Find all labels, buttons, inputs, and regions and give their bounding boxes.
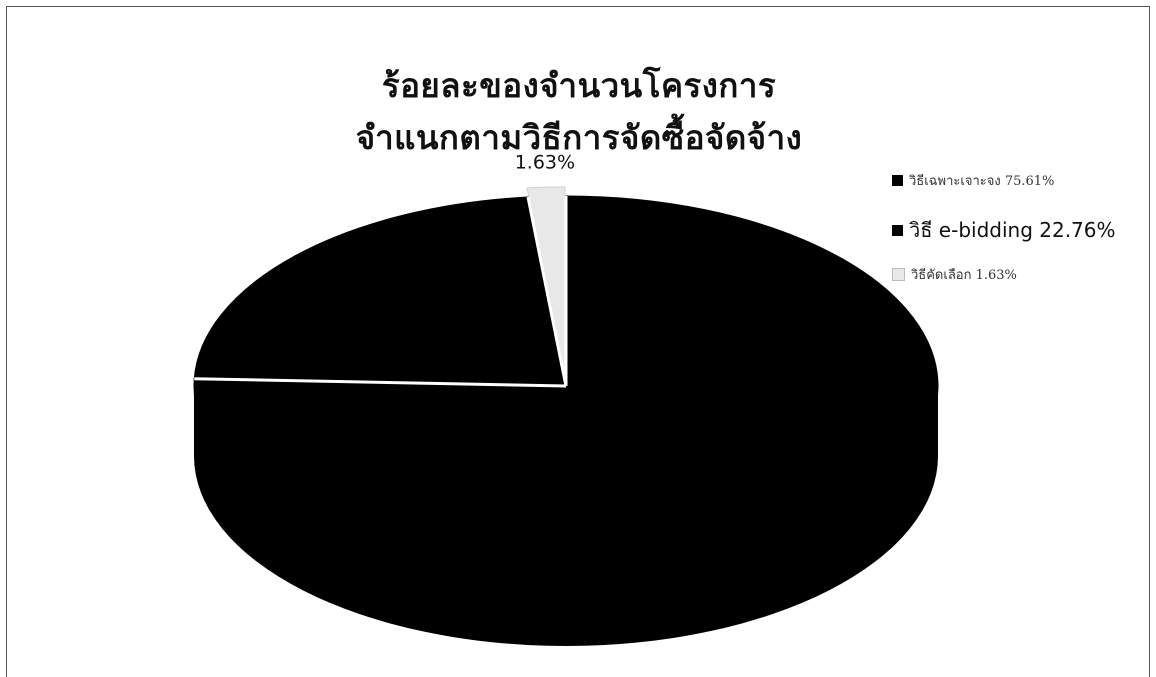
slice-ebidding bbox=[193, 196, 567, 387]
chart-title: ร้อยละของจำนวนโครงการ bbox=[381, 66, 777, 105]
chart-frame: ร้อยละของจำนวนโครงการ จำแนกตามวิธีการจัด… bbox=[6, 6, 1150, 677]
legend-swatch-specific bbox=[892, 175, 903, 186]
legend-item-ebidding: วิธี e-bidding 22.76% bbox=[892, 214, 1116, 246]
legend-label-ebidding: วิธี e-bidding 22.76% bbox=[909, 218, 1116, 242]
data-label-slice-selection: 1.63% bbox=[515, 151, 575, 173]
slice-separator bbox=[194, 377, 567, 388]
legend-swatch-ebidding bbox=[892, 224, 903, 236]
pie-side-wall bbox=[194, 386, 938, 646]
legend-label-selection: วิธีคัดเลือก 1.63% bbox=[911, 268, 1017, 283]
legend-label-specific: วิธีเฉพาะเจาะจง 75.61% bbox=[909, 174, 1055, 189]
legend-swatch-selection bbox=[892, 268, 905, 281]
legend-item-selection: วิธีคัดเลือก 1.63% bbox=[892, 264, 1017, 285]
slice-separator bbox=[526, 196, 568, 387]
legend-item-specific: วิธีเฉพาะเจาะจง 75.61% bbox=[892, 170, 1054, 191]
slice-specific bbox=[193, 195, 939, 577]
chart-subtitle: จำแนกตามวิธีการจัดซื้อจัดจ้าง bbox=[355, 118, 803, 157]
